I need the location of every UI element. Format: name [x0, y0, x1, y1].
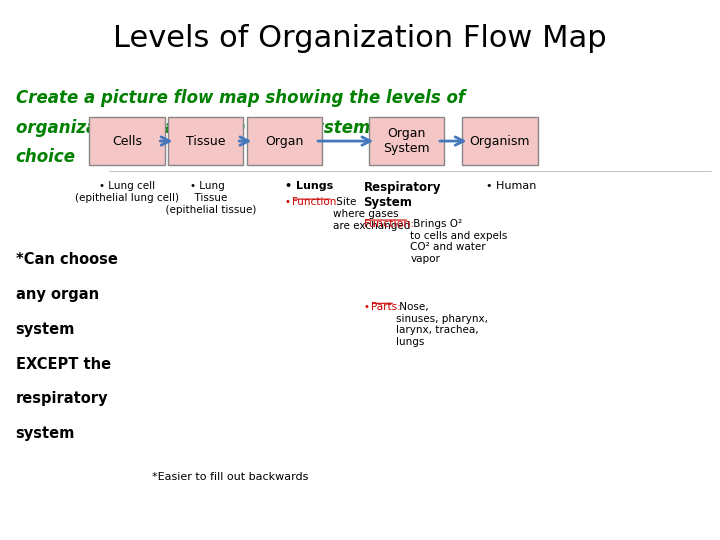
- Text: *Can choose: *Can choose: [16, 252, 117, 267]
- Text: Organ
System: Organ System: [383, 127, 430, 155]
- Text: • Lung
  Tissue
  (epithelial tissue): • Lung Tissue (epithelial tissue): [158, 181, 256, 214]
- Text: Create a picture flow map showing the levels of: Create a picture flow map showing the le…: [16, 89, 465, 107]
- FancyBboxPatch shape: [369, 117, 444, 165]
- Text: Cells: Cells: [112, 134, 142, 147]
- Text: Levels of Organization Flow Map: Levels of Organization Flow Map: [113, 24, 607, 53]
- FancyBboxPatch shape: [247, 117, 323, 165]
- Text: • Lung cell
(epithelial lung cell): • Lung cell (epithelial lung cell): [75, 181, 179, 203]
- Text: *Easier to fill out backwards: *Easier to fill out backwards: [152, 472, 308, 482]
- Text: • Lungs: • Lungs: [284, 181, 333, 191]
- Text: choice: choice: [16, 148, 76, 166]
- Text: •: •: [364, 302, 369, 312]
- Text: •: •: [284, 198, 291, 207]
- FancyBboxPatch shape: [89, 117, 165, 165]
- Text: respiratory: respiratory: [16, 392, 108, 407]
- FancyBboxPatch shape: [168, 117, 243, 165]
- Text: Organism: Organism: [469, 134, 530, 147]
- Text: system: system: [16, 427, 75, 441]
- Text: Tissue: Tissue: [186, 134, 225, 147]
- Text: Function:: Function:: [292, 198, 340, 207]
- FancyBboxPatch shape: [462, 117, 538, 165]
- Text: Brings O²
to cells and expels
CO² and water
vapor: Brings O² to cells and expels CO² and wa…: [410, 219, 508, 264]
- Text: organization of a human body system of your: organization of a human body system of y…: [16, 119, 443, 137]
- Text: Respiratory
System: Respiratory System: [364, 181, 441, 210]
- Text: • Human: • Human: [485, 181, 536, 191]
- Text: EXCEPT the: EXCEPT the: [16, 356, 111, 372]
- Text: Function:: Function:: [364, 219, 415, 229]
- Text: Nose,
sinuses, pharynx,
larynx, trachea,
lungs: Nose, sinuses, pharynx, larynx, trachea,…: [396, 302, 488, 347]
- Text: Site
where gases
are exchanged: Site where gases are exchanged: [333, 198, 411, 231]
- Text: any organ: any organ: [16, 287, 99, 302]
- Text: Parts:: Parts:: [371, 302, 400, 312]
- Text: system: system: [16, 322, 75, 336]
- Text: Organ: Organ: [266, 134, 304, 147]
